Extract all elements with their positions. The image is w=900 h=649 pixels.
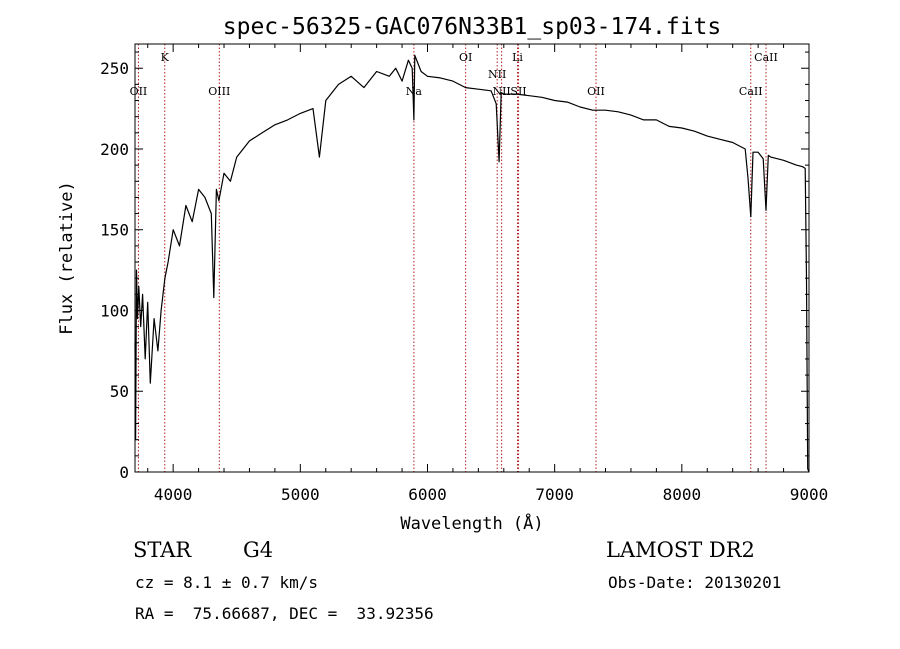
x-tick-label-1: 5000 (281, 485, 320, 504)
marker-label-5: NII (488, 68, 506, 81)
coordinates: RA = 75.66687, DEC = 33.92356 (135, 604, 434, 623)
chart-title: spec-56325-GAC076N33B1_sp03-174.fits (223, 14, 722, 40)
x-tick-label-4: 8000 (663, 485, 702, 504)
obs-date: Obs-Date: 20130201 (608, 573, 782, 592)
spectrum-line-0 (134, 54, 810, 473)
spectrum-layer (134, 54, 810, 473)
y-tick-label-4: 200 (100, 140, 129, 159)
x-tick-label-0: 4000 (154, 485, 193, 504)
x-tick-label-2: 6000 (408, 485, 447, 504)
marker-label-1: K (161, 51, 170, 64)
marker-label-4: OI (459, 51, 472, 64)
object-class: STAR (133, 538, 192, 562)
y-tick-label-3: 150 (100, 221, 129, 240)
y-axis-label: Flux (relative) (57, 181, 77, 335)
survey-label: LAMOST DR2 (606, 538, 755, 562)
x-tick-label-5: 9000 (790, 485, 829, 504)
plot-frame (134, 43, 810, 473)
y-tick-label-0: 0 (119, 463, 129, 482)
marker-label-0: OII (130, 85, 148, 98)
y-tick-label-1: 50 (110, 382, 129, 401)
object-subclass: G4 (243, 538, 274, 562)
x-tick-label-3: 7000 (535, 485, 574, 504)
marker-label-8: SII (510, 85, 526, 98)
y-tick-label-2: 100 (100, 301, 129, 320)
marker-label-7: Li (512, 51, 523, 64)
marker-label-11: CaII (754, 51, 778, 64)
axis-ticks: 4000 5000 6000 7000 8000 9000 0 50 100 150 200 250 (100, 44, 828, 504)
marker-label-2: OIII (208, 85, 230, 98)
marker-label-6: NII (492, 85, 510, 98)
marker-label-10: CaII (739, 85, 763, 98)
x-axis-label: Wavelength (Å) (400, 512, 543, 534)
marker-label-9: OII (587, 85, 605, 98)
y-tick-label-5: 250 (100, 59, 129, 78)
redshift-text: cz = 8.1 ± 0.7 km/s (135, 573, 319, 592)
